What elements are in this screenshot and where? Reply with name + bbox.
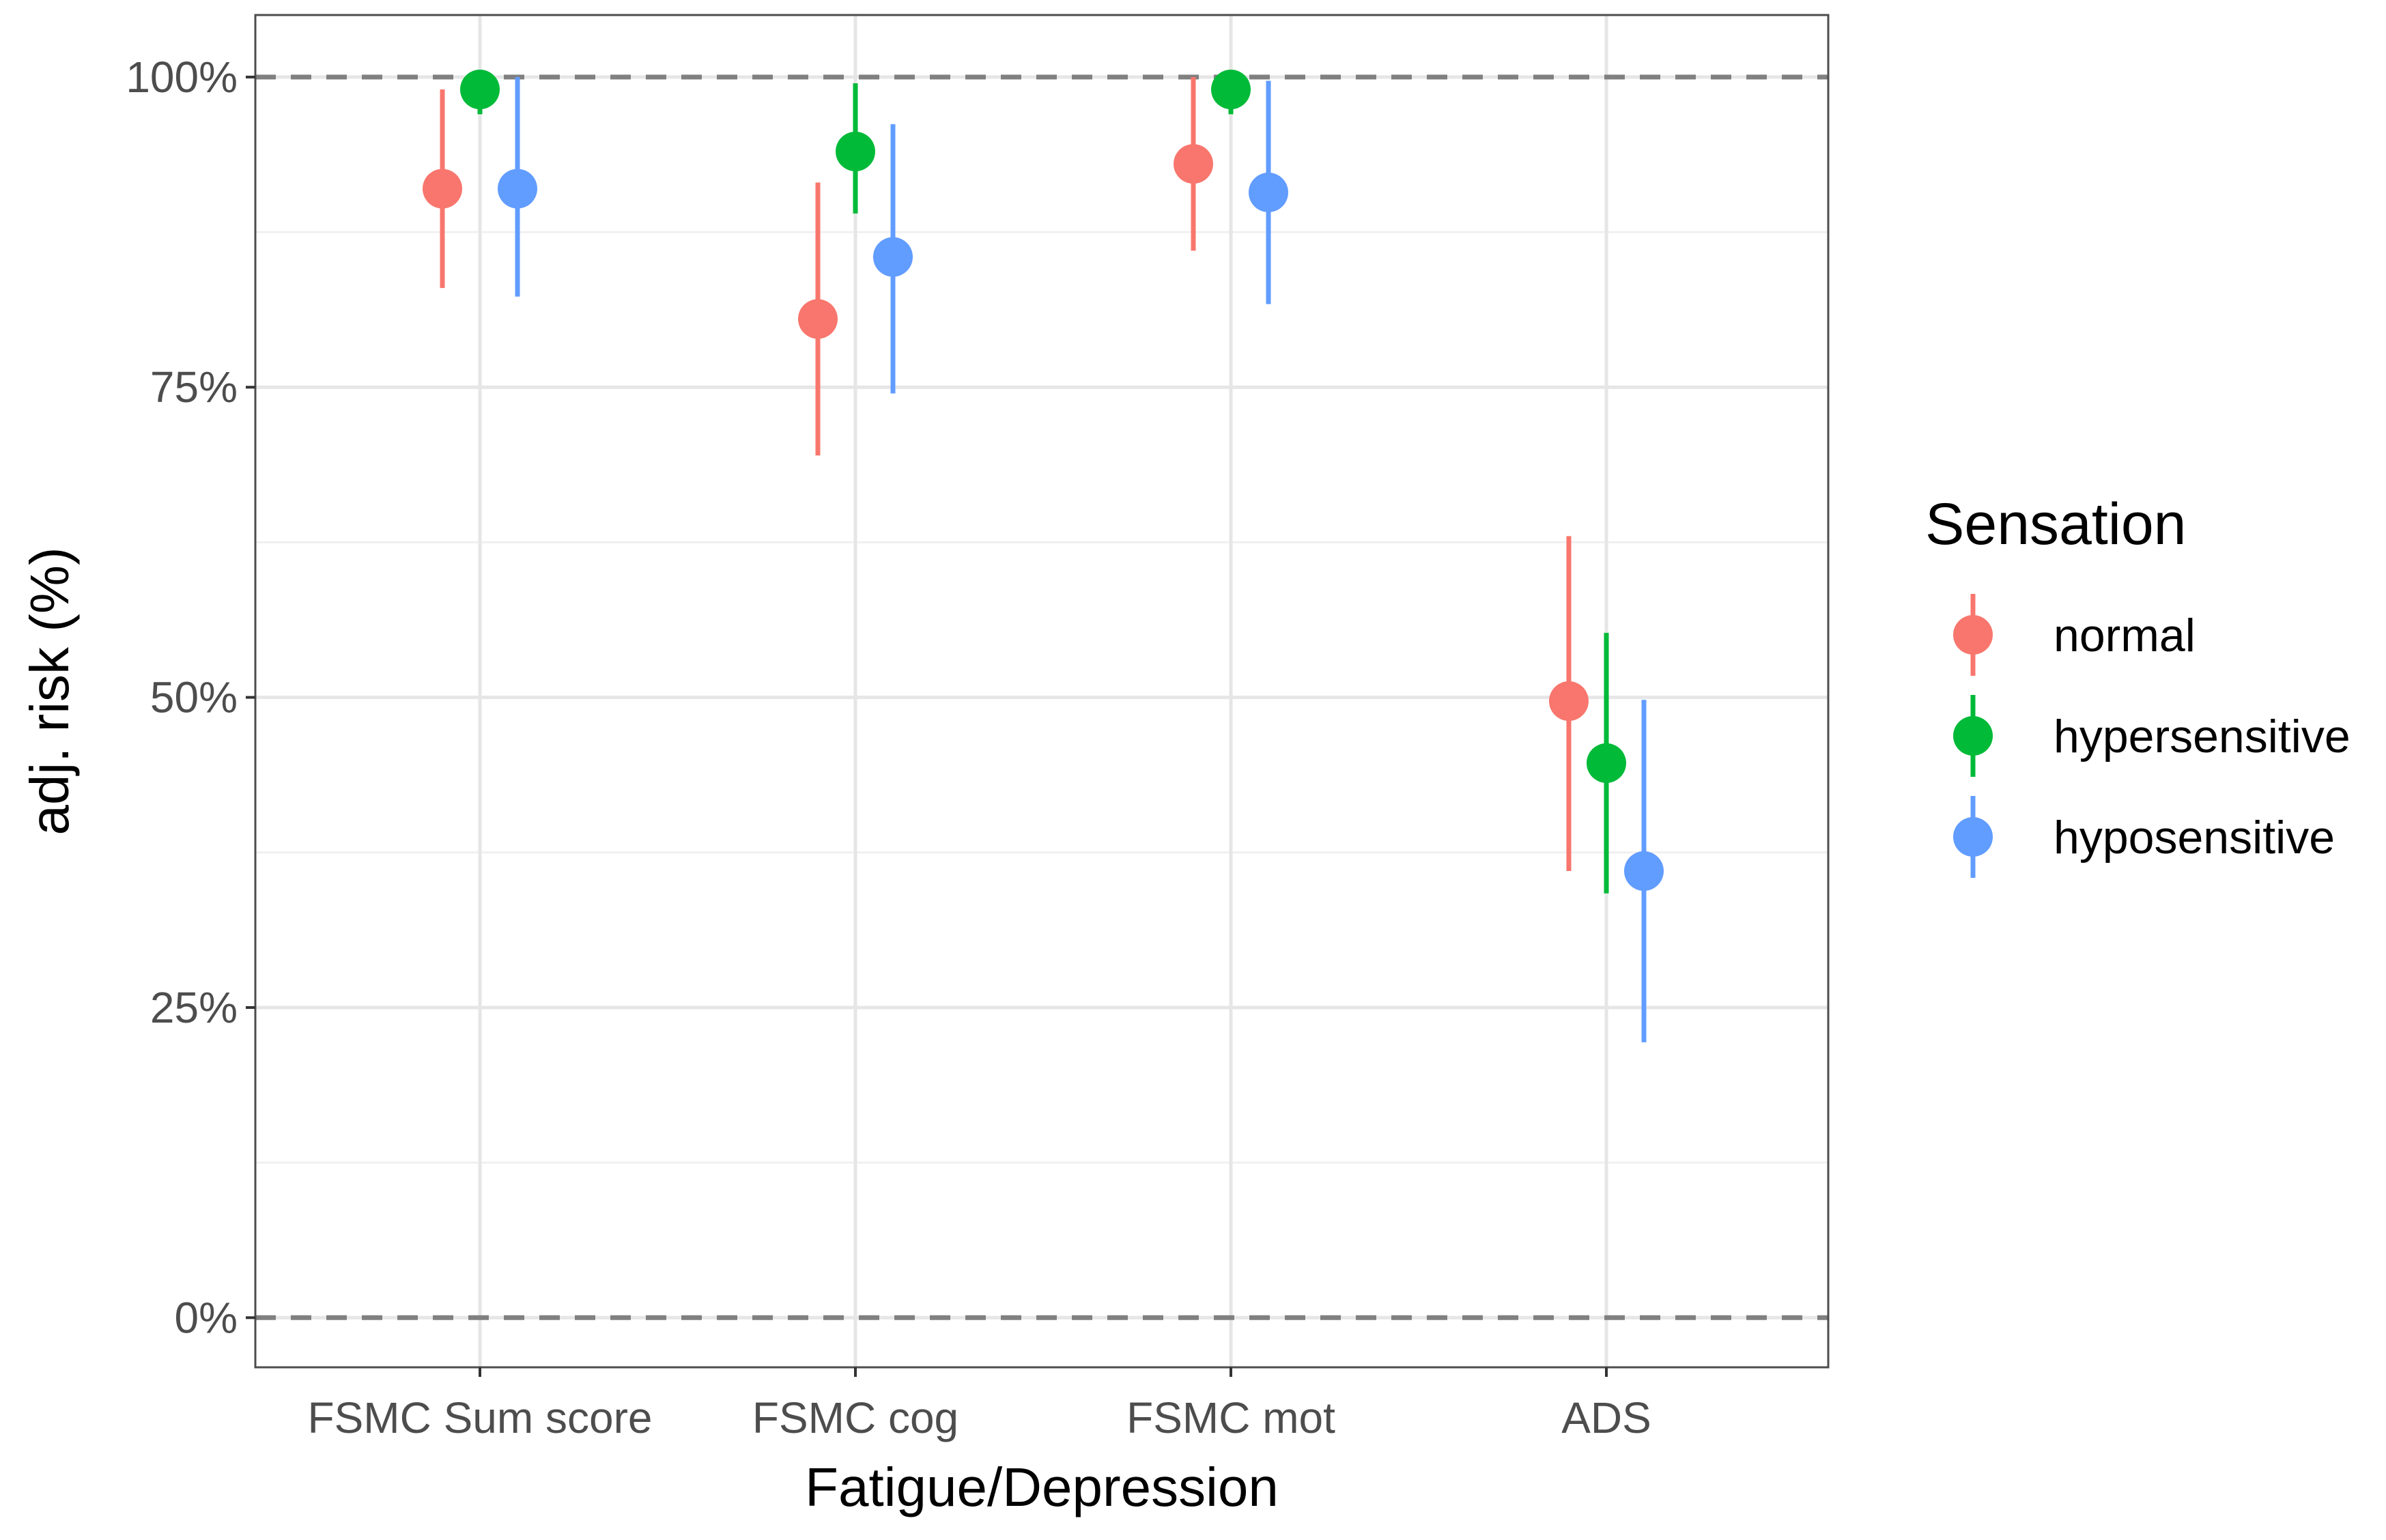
y-tick-label: 25% xyxy=(150,983,238,1032)
data-point xyxy=(1587,743,1626,783)
data-point xyxy=(1211,70,1251,110)
data-point xyxy=(1624,851,1664,892)
y-tick-label: 100% xyxy=(126,53,238,102)
series-hypersensitive xyxy=(460,70,1626,894)
x-axis-title: Fatigue/Depression xyxy=(805,1457,1279,1517)
data-point xyxy=(1174,144,1213,184)
y-axis-title: adj. risk (%) xyxy=(19,547,80,835)
series-normal xyxy=(423,76,1589,872)
data-point xyxy=(1549,681,1589,722)
legend-key-point xyxy=(1953,817,1993,857)
legend-label-hypersensitive: hypersensitive xyxy=(2054,711,2351,762)
legend-label-hyposensitive: hyposensitive xyxy=(2054,812,2335,864)
data-point xyxy=(873,237,913,277)
y-tick-label: 0% xyxy=(175,1293,238,1342)
legend: Sensation normal hypersensitive hyposensiti… xyxy=(1895,463,2386,881)
series-hyposensitive xyxy=(498,76,1664,1042)
plot-border xyxy=(254,14,1830,1369)
legend-key-hypersensitive xyxy=(1953,695,1993,777)
legend-label-normal: normal xyxy=(2054,610,2196,661)
data-series xyxy=(423,70,1664,1042)
data-point xyxy=(423,169,462,209)
legend-key-point xyxy=(1953,615,1993,655)
plot-background xyxy=(255,15,1828,1367)
axes: 0% 25% 50% 75% 100% FSMC Sum score FSMC cog FSM… xyxy=(19,53,1651,1517)
legend-key-normal xyxy=(1953,594,1993,676)
x-tick-label: FSMC cog xyxy=(752,1393,958,1442)
x-tick-label: FSMC Sum score xyxy=(308,1393,653,1442)
data-point xyxy=(460,70,500,110)
x-tick-label: FSMC mot xyxy=(1126,1393,1335,1442)
data-point xyxy=(798,299,838,339)
data-point xyxy=(836,131,875,171)
legend-background xyxy=(1895,463,2386,881)
legend-key-hyposensitive xyxy=(1953,796,1993,878)
x-tick-label: ADS xyxy=(1561,1393,1651,1442)
data-point xyxy=(1249,172,1288,212)
plot-panel xyxy=(254,14,1830,1369)
y-tick-label: 50% xyxy=(150,673,238,722)
y-tick-label: 75% xyxy=(150,362,238,412)
data-point xyxy=(498,169,537,209)
legend-key-point xyxy=(1953,716,1993,756)
legend-title: Sensation xyxy=(1925,491,2187,557)
